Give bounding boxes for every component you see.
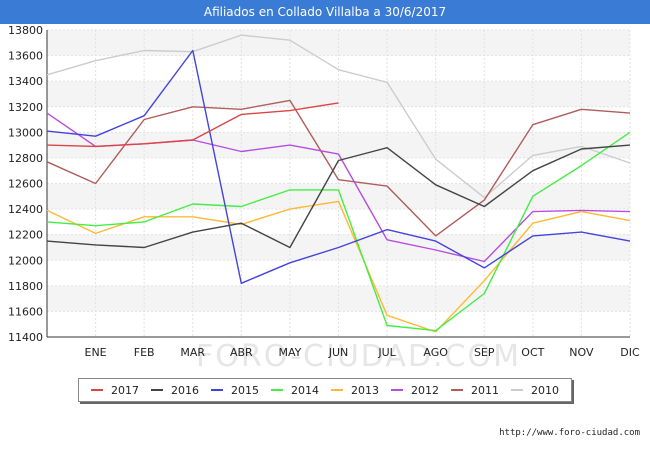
x-tick-label: MAR [180,346,205,359]
source-url: http://www.foro-ciudad.com [499,428,640,438]
series-line-2017 [46,102,339,148]
legend-label: 2011 [471,383,499,397]
legend-item-2015: 2015 [211,384,259,397]
y-tick-label: 13600 [8,50,43,63]
series-line-2015 [46,49,631,284]
legend-label: 2015 [231,383,259,397]
x-tick-label: ABR [230,346,253,359]
legend-item-2012: 2012 [391,384,439,397]
x-tick-label: AGO [423,346,448,359]
x-tick-label: NOV [569,346,594,359]
watermark-text: FORO-CIUDAD.COM [196,339,521,374]
legend-swatch [511,389,523,391]
x-tick-label: FEB [134,346,155,359]
legend-label: 2012 [411,383,439,397]
legend-swatch [391,389,403,391]
chart-legend: 2017 2016 2015 2014 2013 2012 2011 2010 [78,378,572,402]
legend-label: 2013 [351,383,379,397]
y-tick-label: 13000 [8,126,43,139]
legend-label: 2010 [531,383,559,397]
legend-item-2010: 2010 [511,384,559,397]
y-tick-label: 13800 [8,24,43,37]
y-tick-label: 12000 [8,254,43,267]
legend-item-2017: 2017 [91,384,139,397]
x-tick-label: OCT [521,346,544,359]
x-tick-label: JUN [328,346,349,359]
y-tick-label: 11600 [8,305,43,318]
legend-swatch [211,389,223,391]
legend-label: 2017 [111,383,139,397]
x-tick-label: ENE [85,346,107,359]
y-tick-label: 11400 [8,331,43,344]
series-line-2014 [46,131,631,332]
y-tick-label: 12400 [8,203,43,216]
legend-swatch [151,389,163,391]
series-line-2010 [46,34,631,199]
chart-title: Afiliados en Collado Villalba a 30/6/201… [0,0,650,24]
x-tick-label: DIC [620,346,640,359]
x-tick-label: JUL [377,346,396,359]
legend-swatch [271,389,283,391]
legend-label: 2016 [171,383,199,397]
legend-swatch [331,389,343,391]
legend-label: 2014 [291,383,319,397]
legend-swatch [91,389,103,391]
legend-item-2013: 2013 [331,384,379,397]
y-tick-label: 12600 [8,178,43,191]
x-tick-label: SEP [474,346,495,359]
x-tick-label: MAY [278,346,301,359]
series-line-2011 [46,99,631,237]
y-tick-label: 12800 [8,152,43,165]
legend-item-2011: 2011 [451,384,499,397]
y-tick-label: 11800 [8,280,43,293]
y-tick-label: 13200 [8,101,43,114]
legend-swatch [451,389,463,391]
legend-item-2014: 2014 [271,384,319,397]
series-line-2016 [46,144,631,249]
legend-item-2016: 2016 [151,384,199,397]
series-line-2013 [46,200,631,333]
y-tick-label: 13400 [8,75,43,88]
y-tick-label: 12200 [8,229,43,242]
